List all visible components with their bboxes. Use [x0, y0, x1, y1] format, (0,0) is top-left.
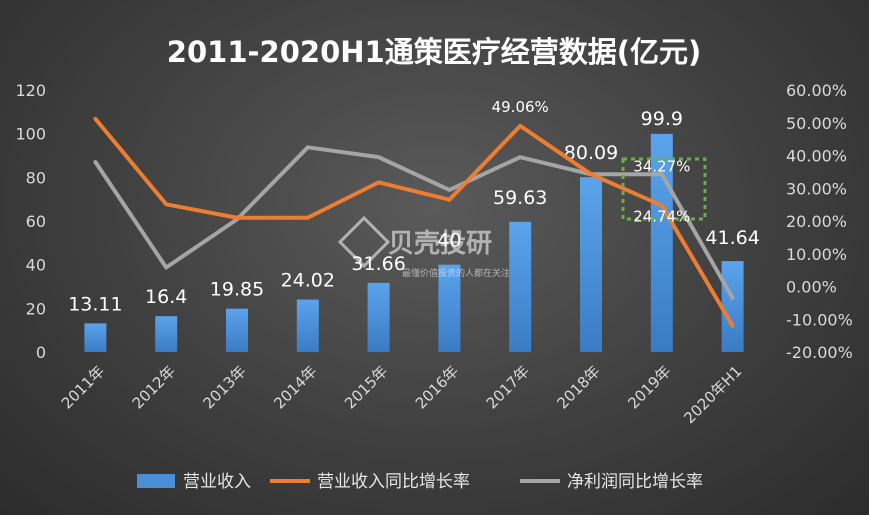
right-axis-tick: -20.00%	[786, 343, 853, 362]
bar-label-0: 13.11	[68, 293, 122, 315]
x-axis-tick: 2014年	[270, 362, 320, 412]
bar-label-1: 16.4	[145, 286, 187, 308]
legend-label-profit-growth: 净利润同比增长率	[567, 472, 703, 492]
x-axis-tick: 2017年	[483, 362, 533, 412]
x-axis-tick: 2013年	[199, 362, 249, 412]
bar-label-2: 19.85	[210, 279, 264, 301]
bar-label-4: 31.66	[351, 253, 405, 275]
x-axis-tick: 2015年	[341, 362, 391, 412]
chart-title: 2011-2020H1通策医疗经营数据(亿元)	[167, 35, 701, 69]
x-axis-tick: 2011年	[58, 362, 108, 412]
bar-revenue-7	[580, 177, 602, 352]
line-annotation-2: 24.74%	[633, 207, 690, 225]
watermark: 贝壳投研 最懂价值投资的人都在关注	[337, 215, 510, 279]
line-series-2	[93, 145, 735, 300]
right-axis-tick: -10.00%	[786, 310, 853, 329]
watermark-text: 贝壳投研	[388, 229, 492, 259]
highlight-box	[621, 157, 707, 221]
bar-revenue-5	[438, 264, 461, 352]
left-axis-tick: 80	[26, 168, 46, 187]
right-axis-tick: 60.00%	[786, 81, 847, 100]
right-axis-tick: 40.00%	[786, 147, 847, 166]
legend-swatch-bar	[137, 474, 175, 488]
bar-label-6: 59.63	[493, 187, 547, 209]
right-axis-tick: 20.00%	[786, 212, 847, 231]
bar-label-5: 40	[437, 230, 461, 252]
legend-label-revenue-growth: 营业收入同比增长率	[317, 472, 470, 492]
x-axis-tick: 2016年	[412, 362, 462, 412]
left-axis-tick: 0	[36, 343, 46, 362]
bar-label-9: 41.64	[705, 227, 759, 249]
watermark-logo-icon	[337, 215, 391, 269]
bar-revenue-3	[296, 299, 319, 352]
bar-revenue-0	[84, 323, 107, 352]
right-axis-tick: 10.00%	[786, 245, 847, 264]
left-axis-tick: 120	[15, 81, 46, 100]
left-axis-tick: 100	[15, 125, 46, 144]
x-axis-tick: 2018年	[553, 362, 603, 412]
legend: 营业收入 营业收入同比增长率 净利润同比增长率	[137, 472, 703, 492]
left-axis-tick: 60	[26, 212, 46, 231]
bar-revenue-9	[721, 261, 744, 352]
x-axis-tick: 2020年H1	[680, 362, 745, 427]
right-axis-tick: 30.00%	[786, 179, 847, 198]
bar-label-7: 80.09	[564, 142, 618, 164]
bar-revenue-6	[509, 221, 532, 352]
x-axis-tick: 2012年	[129, 362, 179, 412]
bar-revenue-2	[226, 308, 248, 352]
line-annotation-1: 34.27%	[633, 157, 690, 175]
x-axis-tick: 2019年	[624, 362, 674, 412]
bar-revenue-1	[155, 316, 178, 352]
right-axis-tick: 50.00%	[786, 114, 847, 133]
watermark-slogan: 最懂价值投资的人都在关注	[402, 267, 510, 279]
left-axis-tick: 40	[26, 256, 46, 275]
bar-label-8: 99.9	[641, 108, 683, 130]
bar-label-3: 24.02	[281, 270, 335, 292]
line-series-1	[93, 116, 735, 328]
left-axis-tick: 20	[26, 299, 46, 318]
bar-revenue-8	[650, 133, 673, 352]
legend-label-revenue: 营业收入	[183, 472, 251, 492]
bar-revenue-4	[367, 282, 390, 352]
right-axis-tick: 0.00%	[786, 278, 837, 297]
line-annotation-0: 49.06%	[492, 98, 549, 116]
